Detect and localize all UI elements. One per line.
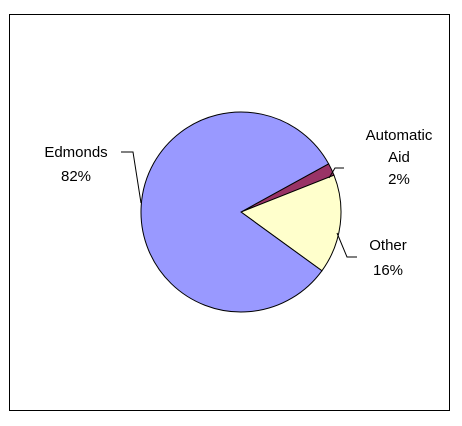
slice-value-other: 16%: [373, 262, 403, 279]
slice-value-edmonds: 82%: [61, 168, 91, 185]
slice-label-automatic-aid: Aid: [388, 149, 410, 166]
slice-value-automatic-aid: 2%: [388, 171, 410, 188]
slice-label-other: Other: [369, 237, 407, 254]
slice-label-edmonds: Edmonds: [44, 144, 107, 161]
slice-label-automatic-aid: Automatic: [366, 127, 433, 144]
pie-slice-other: [239, 174, 342, 272]
leader-line-edmonds: [121, 151, 142, 204]
pie-slice-edmonds: [140, 111, 330, 313]
leader-line-other: [336, 232, 357, 258]
leader-line-automatic-aid: [328, 167, 344, 179]
